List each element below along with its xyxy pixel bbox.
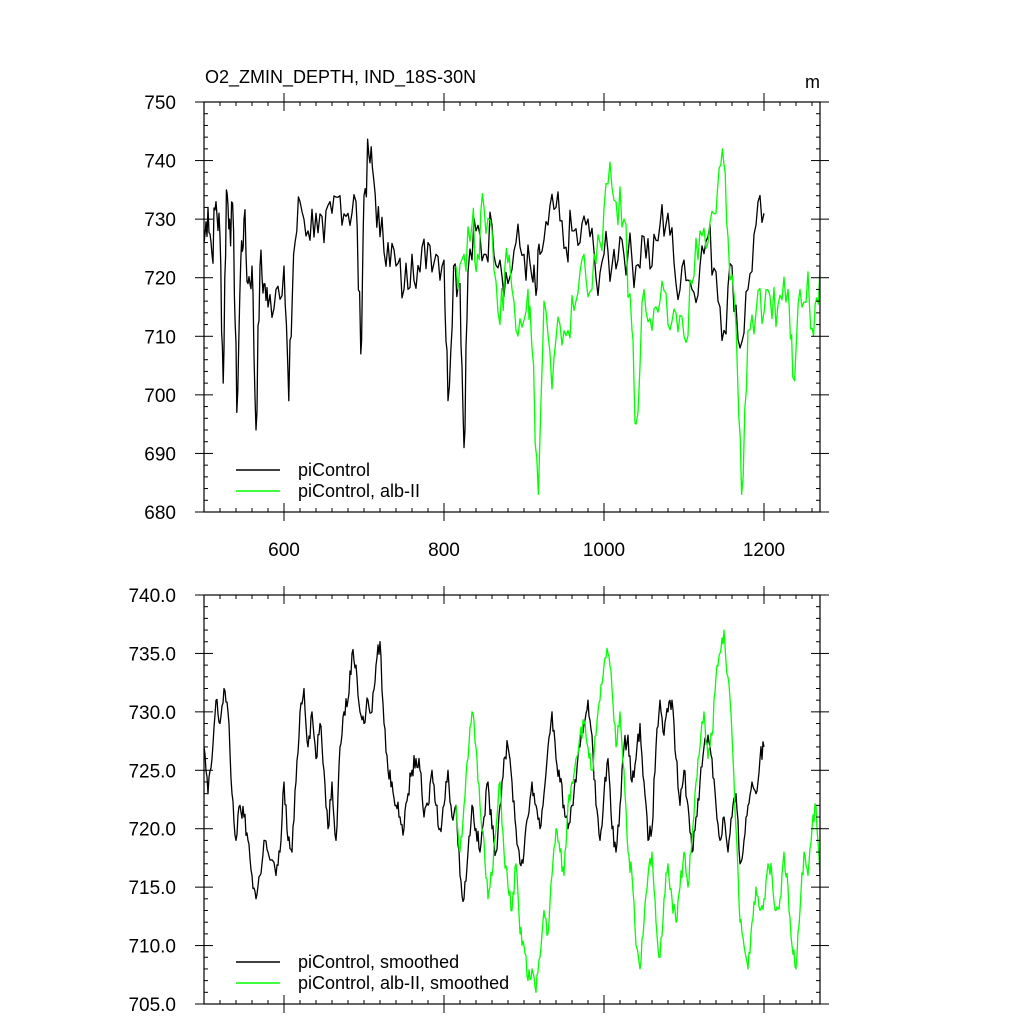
legend-label-piControl-smoothed: piControl, smoothed	[298, 952, 459, 972]
y-tick-label: 750	[144, 93, 176, 114]
y-tick-label: 735.0	[128, 644, 176, 665]
legend-label-alb-II-smoothed: piControl, alb-II, smoothed	[298, 973, 509, 993]
y-tick-label: 700	[144, 386, 176, 407]
y-tick-label: 715.0	[128, 878, 176, 899]
x-tick-label: 1000	[583, 540, 625, 561]
y-tick-label: 690	[144, 444, 176, 465]
legend: piControl, smoothed piControl, alb-II, s…	[236, 952, 509, 993]
series-line-picontrol-alb-ii-smoothed	[455, 629, 820, 993]
x-tick-label: 600	[268, 540, 300, 561]
series-line-picontrol-alb-ii	[455, 148, 820, 496]
y-tick-label: 740.0	[128, 586, 176, 607]
y-tick-label: 740	[144, 152, 176, 173]
panel-title: O2_ZMIN_DEPTH, IND_18S-30N	[205, 67, 476, 88]
y-tick-label: 710	[144, 327, 176, 348]
axis-layer: 705.0 710.0 715.0 720.0 725.0 730.0 735.0 740.0	[128, 586, 829, 1016]
series-line-picontrol-smoothed	[204, 641, 765, 903]
legend: piControl piControl, alb-II	[236, 460, 420, 501]
x-tick-label: 1200	[743, 540, 785, 561]
y-tick-label: 725.0	[128, 761, 176, 782]
y-tick-label: 730	[144, 210, 176, 231]
y-tick-label: 720	[144, 269, 176, 290]
units-label: m	[805, 72, 820, 92]
top-panel: O2_ZMIN_DEPTH, IND_18S-30N m 600 800 1000 1…	[144, 67, 829, 561]
series-line-picontrol	[204, 138, 765, 449]
plot-frame	[203, 101, 821, 513]
y-tick-label: 705.0	[128, 995, 176, 1016]
plot-frame	[203, 594, 821, 1005]
y-tick-label: 730.0	[128, 703, 176, 724]
y-tick-label: 680	[144, 503, 176, 524]
series-layer	[204, 629, 820, 993]
x-tick-label: 800	[428, 540, 460, 561]
legend-label-alb-II: piControl, alb-II	[298, 481, 420, 501]
legend-label-piControl: piControl	[298, 460, 370, 480]
series-layer	[204, 138, 820, 496]
bottom-panel: 705.0 710.0 715.0 720.0 725.0 730.0 735.0 740.0…	[128, 586, 829, 1016]
axis-layer: 600 800 1000 1200 680 690 700 710 720 730 740 750	[144, 93, 829, 561]
y-tick-label: 720.0	[128, 820, 176, 841]
y-tick-label: 710.0	[128, 937, 176, 958]
